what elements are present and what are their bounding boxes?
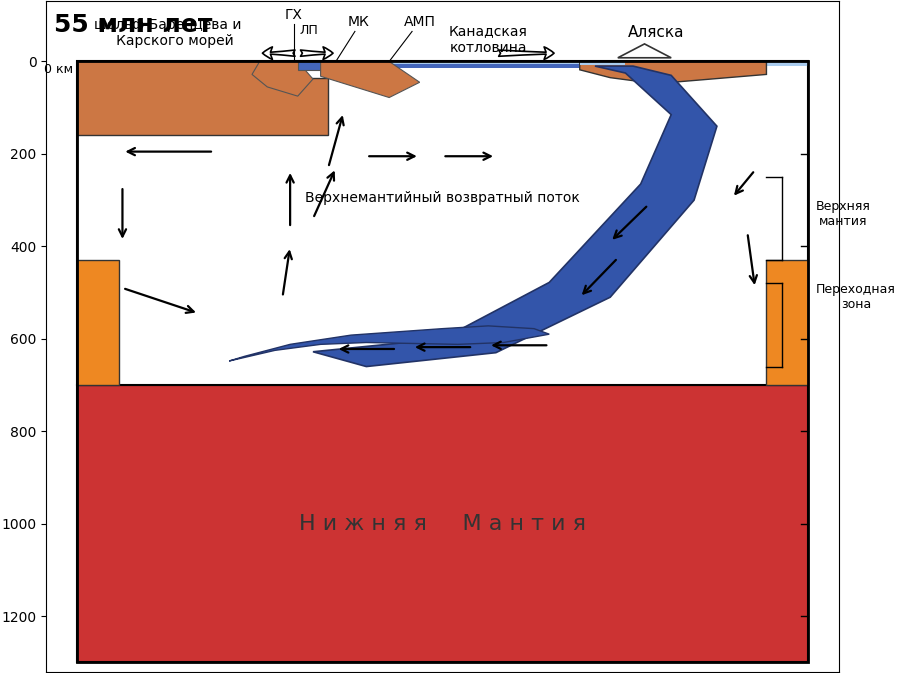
Text: Н и ж н я я     М а н т и я: Н и ж н я я М а н т и я	[299, 513, 586, 534]
Polygon shape	[580, 61, 767, 83]
Bar	[76, 260, 119, 385]
Text: ЛП: ЛП	[300, 24, 319, 38]
Bar	[76, 61, 808, 66]
Polygon shape	[230, 326, 549, 361]
Text: Канадская
котловина: Канадская котловина	[449, 24, 527, 55]
Bar	[580, 61, 626, 65]
Text: АМП: АМП	[404, 15, 436, 29]
Bar	[767, 260, 808, 385]
Text: Аляска: Аляска	[627, 24, 684, 40]
Bar	[76, 385, 808, 662]
Polygon shape	[76, 61, 328, 135]
Polygon shape	[313, 66, 717, 367]
Polygon shape	[320, 61, 419, 98]
Polygon shape	[617, 44, 671, 58]
Polygon shape	[252, 61, 313, 96]
Text: шельф Баренцева и
   Карского морей: шельф Баренцева и Карского морей	[94, 17, 242, 48]
Bar	[76, 61, 808, 385]
Bar	[328, 61, 633, 68]
Bar	[328, 61, 633, 64]
Text: ГХ: ГХ	[285, 8, 303, 22]
Text: 55 млн лет: 55 млн лет	[54, 13, 212, 37]
Text: МК: МК	[347, 15, 370, 29]
Text: Верхняя
мантия: Верхняя мантия	[816, 200, 871, 228]
Text: Переходная
зона: Переходная зона	[816, 283, 896, 311]
Polygon shape	[298, 61, 320, 70]
Text: Верхнемантийный возвратный поток: Верхнемантийный возвратный поток	[305, 191, 580, 205]
Bar	[76, 61, 808, 662]
Text: 0 км: 0 км	[44, 63, 73, 76]
